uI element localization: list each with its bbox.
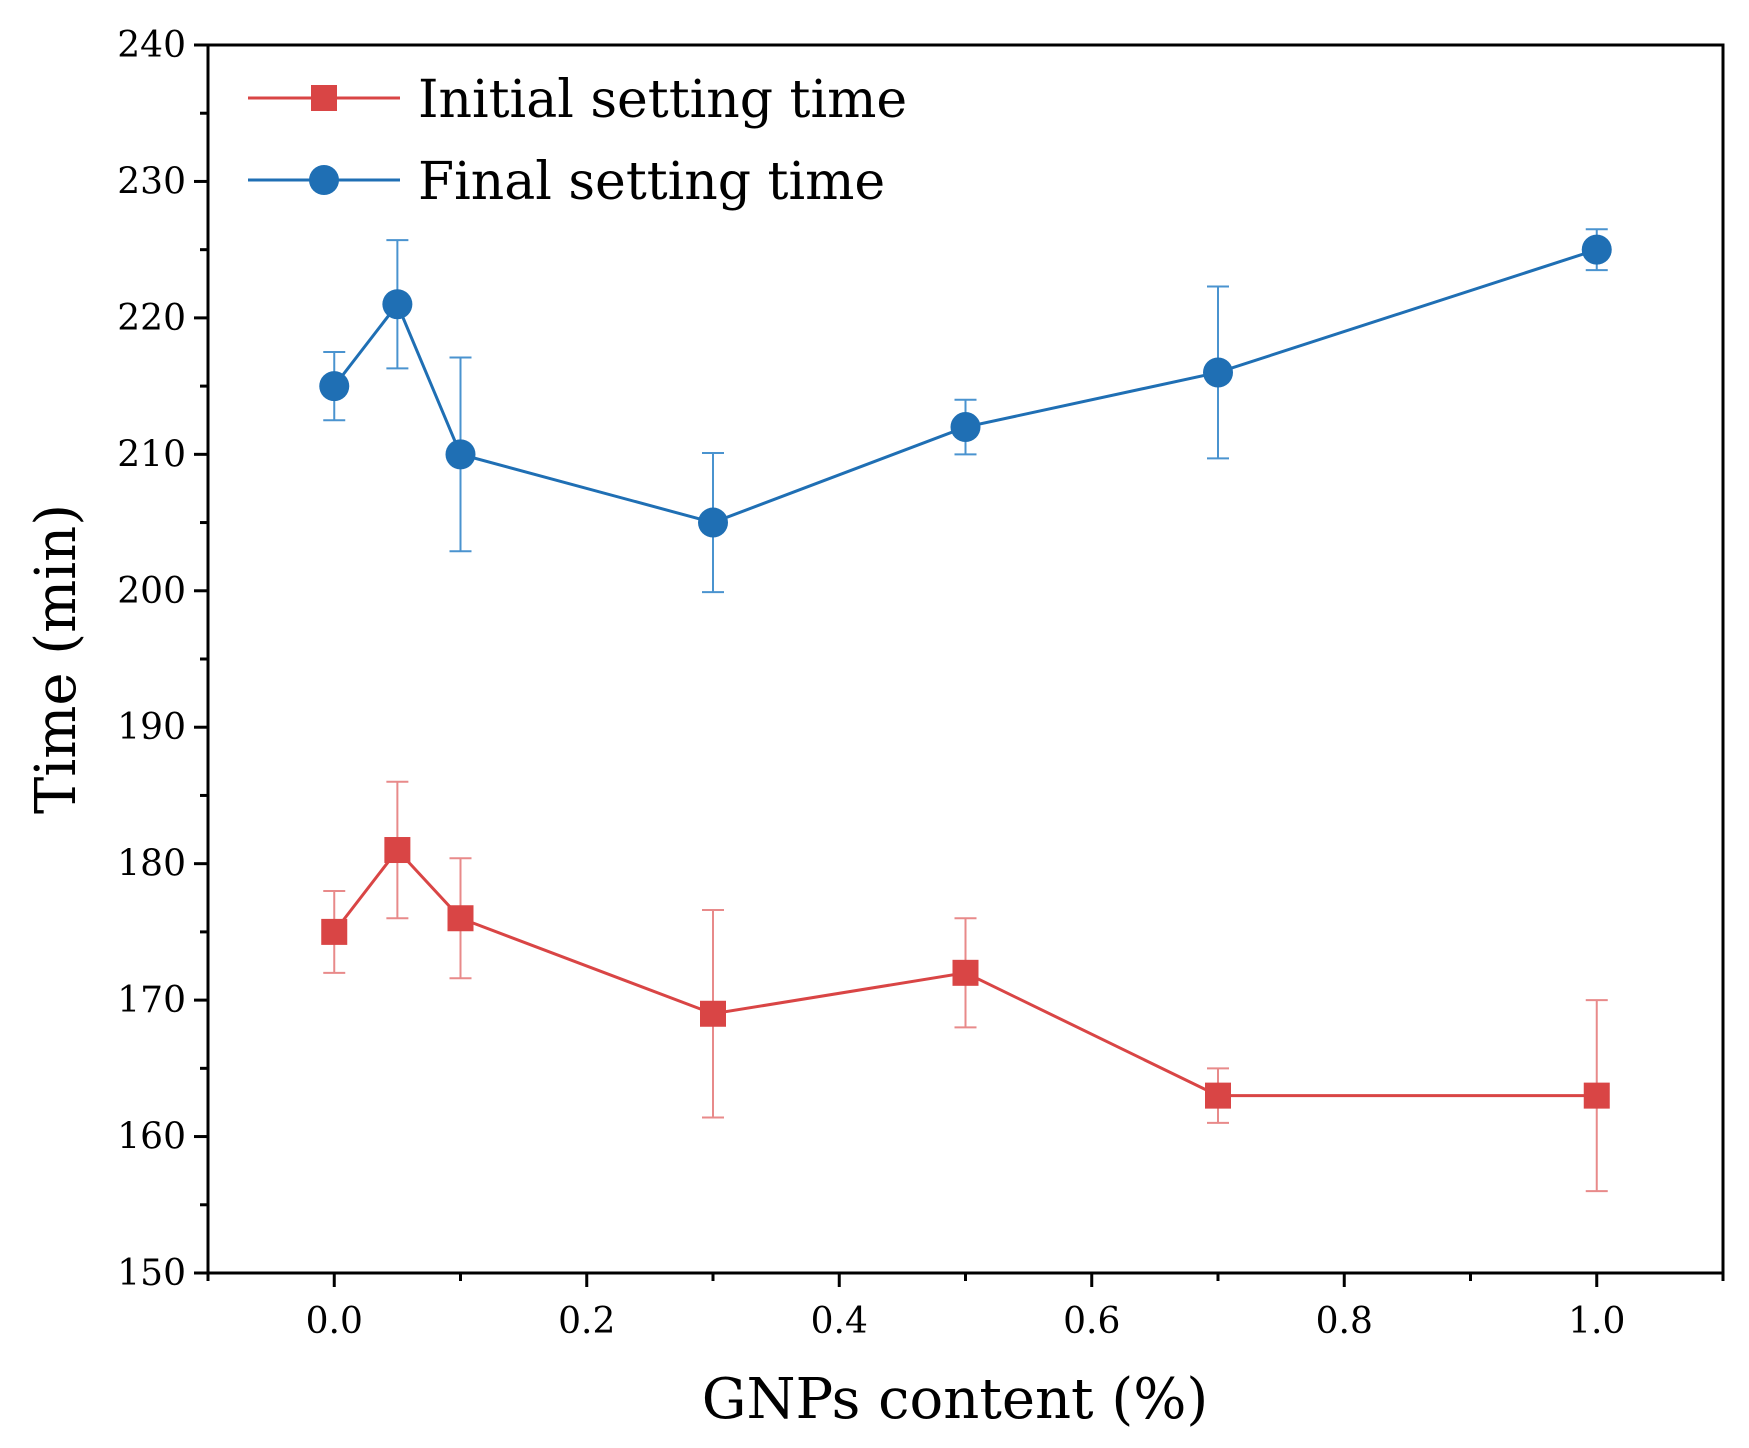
x-tick-label: 1.0 <box>1568 1301 1625 1342</box>
data-point-square <box>321 918 348 945</box>
data-point-square <box>447 905 474 932</box>
data-point-square <box>384 837 411 864</box>
x-tick-label: 0.0 <box>306 1301 363 1342</box>
y-tick-label: 160 <box>117 1117 186 1158</box>
x-axis-title: GNPs content (%) <box>702 1367 1209 1432</box>
data-point-circle <box>950 412 981 443</box>
y-tick-label: 190 <box>117 707 186 748</box>
data-point-circle <box>445 439 476 470</box>
data-point-square <box>700 1000 726 1027</box>
legend-marker-square <box>311 85 337 111</box>
y-axis-title: Time (min) <box>24 504 89 814</box>
x-tick-label: 0.2 <box>558 1301 615 1342</box>
y-tick-label: 210 <box>117 434 186 475</box>
legend-label-initial: Initial setting time <box>418 70 907 130</box>
x-tick-label: 0.4 <box>811 1301 868 1342</box>
data-point-square <box>1205 1082 1231 1109</box>
data-point-circle <box>698 507 728 538</box>
y-tick-label: 240 <box>117 25 186 66</box>
x-tick-label: 0.6 <box>1063 1301 1120 1342</box>
plot-frame <box>206 43 1725 1275</box>
data-point-circle <box>319 371 350 402</box>
y-tick-label: 150 <box>117 1253 186 1294</box>
y-tick-label: 180 <box>117 844 186 885</box>
axis-ticks: 150 160 170 180 190 200 210 220 230 240 0.0 0.2 0.4 0… <box>117 25 1725 1342</box>
x-tick-label: 0.8 <box>1316 1301 1373 1342</box>
data-point-circle <box>1581 234 1612 265</box>
y-tick-label: 230 <box>117 161 186 202</box>
data-point-circle <box>1203 357 1233 388</box>
legend-marker-circle <box>309 165 339 195</box>
data-point-circle <box>382 289 413 320</box>
series-line <box>333 248 1598 525</box>
series-final <box>319 228 1612 594</box>
series-initial <box>321 780 1610 1193</box>
data-point-square <box>952 959 979 986</box>
y-tick-label: 170 <box>117 980 186 1021</box>
data-point-square <box>1583 1082 1610 1109</box>
series-layer <box>319 228 1612 1193</box>
legend-label-final: Final setting time <box>418 152 885 212</box>
legend: Initial setting time Final setting time <box>248 70 907 212</box>
y-tick-label: 220 <box>117 298 186 339</box>
y-tick-label: 200 <box>117 571 186 612</box>
